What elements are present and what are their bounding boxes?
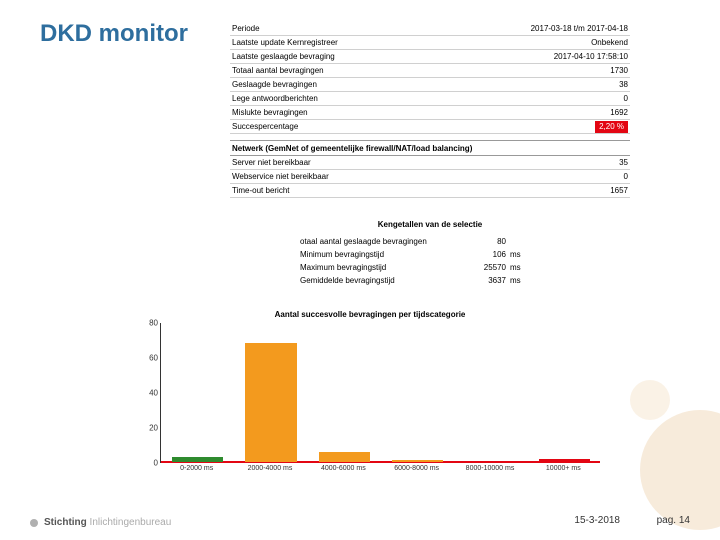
row-value: 1730 xyxy=(610,66,628,75)
decorative-circle-large xyxy=(640,410,720,530)
kengetallen-row: Minimum bevragingstijd106ms xyxy=(300,248,560,261)
footer-date: 15-3-2018 xyxy=(574,515,620,526)
row-label: Time-out bericht xyxy=(232,186,610,195)
network-header: Netwerk (GemNet of gemeentelijke firewal… xyxy=(230,140,630,156)
row-value: Onbekend xyxy=(591,38,628,47)
kengetallen-unit: ms xyxy=(510,263,540,272)
kengetallen-value: 3637 xyxy=(460,276,510,285)
row-value: 1692 xyxy=(610,108,628,117)
row-label: Lege antwoordberichten xyxy=(232,94,624,103)
chart-title: Aantal succesvolle bevragingen per tijds… xyxy=(120,310,620,319)
chart-bar xyxy=(319,452,370,463)
row-value: 38 xyxy=(619,80,628,89)
xtick-label: 10000+ ms xyxy=(546,465,581,472)
slide-title: DKD monitor xyxy=(40,20,188,48)
table-row: Lege antwoordberichten0 xyxy=(230,92,630,106)
kengetallen-label: Minimum bevragingstijd xyxy=(300,250,460,259)
row-label: Server niet bereikbaar xyxy=(232,158,619,167)
kengetallen-unit: ms xyxy=(510,250,540,259)
table-row: Periode2017-03-18 t/m 2017-04-18 xyxy=(230,22,630,36)
chart-bar xyxy=(392,460,443,462)
kengetallen-label: Gemiddelde bevragingstijd xyxy=(300,276,460,285)
stats-table: Periode2017-03-18 t/m 2017-04-18Laatste … xyxy=(230,22,630,198)
kengetallen-title: Kengetallen van de selectie xyxy=(300,220,560,229)
chart-baseline xyxy=(161,461,600,463)
chart-bar xyxy=(172,457,223,462)
row-value: 1657 xyxy=(610,186,628,195)
chart-bar xyxy=(245,343,296,462)
row-label: Mislukte bevragingen xyxy=(232,108,610,117)
kengetallen-value: 80 xyxy=(460,237,510,246)
success-row: Succespercentage 2,20 % xyxy=(230,120,630,134)
ytick-label: 20 xyxy=(120,424,158,433)
table-row: Laatste update KernregistreerOnbekend xyxy=(230,36,630,50)
kengetallen-unit: ms xyxy=(510,276,540,285)
row-value: 2017-03-18 t/m 2017-04-18 xyxy=(531,24,628,33)
row-label: Webservice niet bereikbaar xyxy=(232,172,624,181)
kengetallen-row: Maximum bevragingstijd25570ms xyxy=(300,261,560,274)
logo-text-dark: Stichting xyxy=(44,517,87,528)
row-value: 0 xyxy=(624,172,628,181)
row-value: 35 xyxy=(619,158,628,167)
row-label: Laatste update Kernregistreer xyxy=(232,38,591,47)
row-value: 2017-04-10 17:58:10 xyxy=(554,52,628,61)
plot-area xyxy=(160,323,600,463)
success-value: 2,20 % xyxy=(595,121,628,133)
logo-text-light: Inlichtingenbureau xyxy=(87,517,172,528)
decorative-circle-small xyxy=(630,380,670,420)
kengetallen-value: 25570 xyxy=(460,263,510,272)
table-row: Server niet bereikbaar35 xyxy=(230,156,630,170)
table-row: Totaal aantal bevragingen1730 xyxy=(230,64,630,78)
xtick-label: 8000-10000 ms xyxy=(466,465,515,472)
success-label: Succespercentage xyxy=(232,122,595,131)
chart: Aantal succesvolle bevragingen per tijds… xyxy=(120,310,620,485)
row-label: Geslaagde bevragingen xyxy=(232,80,619,89)
ytick-label: 60 xyxy=(120,354,158,363)
xtick-label: 4000-6000 ms xyxy=(321,465,366,472)
ytick-label: 40 xyxy=(120,389,158,398)
footer-logo: Stichting Inlichtingenbureau xyxy=(30,517,171,528)
xtick-label: 0-2000 ms xyxy=(180,465,213,472)
kengetallen-label: Maximum bevragingstijd xyxy=(300,263,460,272)
row-label: Laatste geslaagde bevraging xyxy=(232,52,554,61)
kengetallen-label: otaal aantal geslaagde bevragingen xyxy=(300,237,460,246)
chart-bar xyxy=(539,459,590,463)
table-row: Geslaagde bevragingen38 xyxy=(230,78,630,92)
table-row: Webservice niet bereikbaar0 xyxy=(230,170,630,184)
ytick-label: 0 xyxy=(120,459,158,468)
kengetallen-row: Gemiddelde bevragingstijd3637ms xyxy=(300,274,560,287)
kengetallen-row: otaal aantal geslaagde bevragingen80 xyxy=(300,235,560,248)
table-row: Time-out bericht1657 xyxy=(230,184,630,198)
footer-page: pag. 14 xyxy=(657,515,690,526)
row-value: 0 xyxy=(624,94,628,103)
xtick-label: 2000-4000 ms xyxy=(248,465,293,472)
table-row: Laatste geslaagde bevraging2017-04-10 17… xyxy=(230,50,630,64)
xtick-label: 6000-8000 ms xyxy=(394,465,439,472)
chart-plot: 0204060800-2000 ms2000-4000 ms4000-6000 … xyxy=(120,323,620,483)
ytick-label: 80 xyxy=(120,319,158,328)
kengetallen-value: 106 xyxy=(460,250,510,259)
kengetallen-block: Kengetallen van de selectie otaal aantal… xyxy=(300,220,560,287)
logo-bullet-icon xyxy=(30,519,38,527)
row-label: Totaal aantal bevragingen xyxy=(232,66,610,75)
row-label: Periode xyxy=(232,24,531,33)
table-row: Mislukte bevragingen1692 xyxy=(230,106,630,120)
